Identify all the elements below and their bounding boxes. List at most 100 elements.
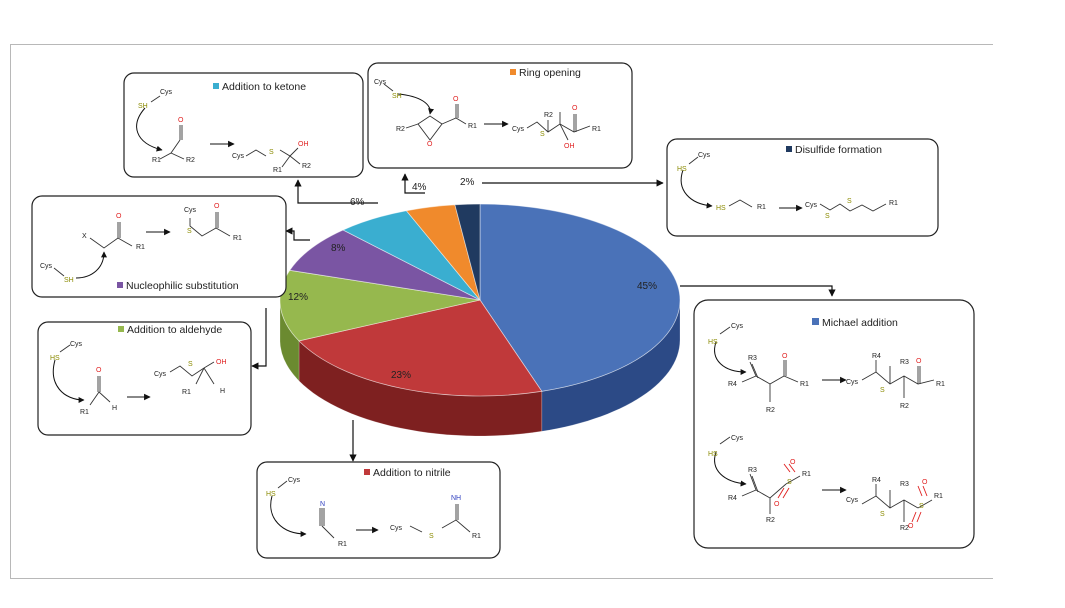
svg-text:HS: HS (716, 205, 726, 212)
svg-text:R2: R2 (766, 517, 775, 524)
svg-text:Cys: Cys (374, 79, 387, 86)
pct-label-nitrile: 23% (391, 370, 411, 381)
svg-text:R1: R1 (800, 381, 809, 388)
svg-text:Cys: Cys (40, 263, 53, 270)
svg-text:R1: R1 (468, 123, 477, 130)
scheme-title-ring: Ring opening (519, 67, 581, 79)
svg-text:Cys: Cys (184, 207, 197, 214)
svg-text:Cys: Cys (70, 341, 83, 348)
svg-text:R1: R1 (136, 244, 145, 251)
svg-text:S: S (919, 503, 924, 510)
legend-swatch-nitrile (364, 469, 370, 475)
svg-text:Cys: Cys (390, 525, 403, 532)
arrow-michael (680, 285, 836, 297)
pct-label-ring: 4% (412, 182, 427, 193)
scheme-title-disulfide: Disulfide formation (795, 144, 882, 156)
svg-text:OH: OH (216, 359, 227, 366)
pct-label-michael: 45% (637, 281, 657, 292)
svg-text:Cys: Cys (288, 477, 301, 484)
svg-text:R1: R1 (80, 409, 89, 416)
scheme-title-nucleo: Nucleophilic substitution (126, 280, 239, 292)
svg-text:H: H (220, 388, 225, 395)
scheme-title-ketone: Addition to ketone (222, 81, 306, 93)
pie-slice-addition-to-aldehyde (279, 269, 481, 342)
svg-text:O: O (427, 141, 433, 148)
svg-text:R1: R1 (889, 200, 898, 207)
svg-text:O: O (214, 203, 220, 210)
svg-text:O: O (96, 367, 102, 374)
scheme-title-nitrile: Addition to nitrile (373, 467, 451, 479)
svg-text:X: X (82, 233, 87, 240)
pie-slice-nucleophilic-substitution (289, 229, 481, 301)
pie-slice-disulfide-formation (454, 203, 481, 301)
svg-text:R4: R4 (872, 477, 881, 484)
svg-text:R1: R1 (233, 235, 242, 242)
svg-text:Cys: Cys (846, 379, 859, 386)
pct-label-disulfide: 2% (460, 177, 475, 188)
svg-text:O: O (178, 117, 184, 124)
svg-text:S: S (187, 228, 192, 235)
arrow-aldehyde (251, 308, 267, 370)
svg-text:HS: HS (266, 491, 276, 498)
svg-text:Cys: Cys (160, 89, 173, 96)
svg-text:S: S (787, 479, 792, 486)
svg-text:S: S (269, 149, 274, 156)
svg-text:R2: R2 (302, 163, 311, 170)
svg-text:R2: R2 (900, 403, 909, 410)
svg-text:SH: SH (392, 93, 402, 100)
legend-swatch-ketone (213, 83, 219, 89)
svg-text:R1: R1 (802, 471, 811, 478)
svg-text:S: S (825, 213, 830, 220)
svg-text:R2: R2 (766, 407, 775, 414)
legend-swatch-michael (812, 318, 819, 325)
pct-label-ketone: 6% (350, 197, 365, 208)
svg-text:S: S (540, 131, 545, 138)
legend-swatch-ring (510, 69, 516, 75)
svg-text:O: O (908, 523, 914, 530)
svg-text:HS: HS (708, 451, 718, 458)
svg-text:N: N (320, 501, 325, 508)
svg-text:R1: R1 (934, 493, 943, 500)
svg-text:R3: R3 (748, 467, 757, 474)
svg-text:R4: R4 (872, 353, 881, 360)
svg-text:R2: R2 (544, 112, 553, 119)
scheme-box-ketone: Addition to ketone SH Cys O R1 R2 Cys S … (123, 72, 364, 178)
svg-text:O: O (790, 459, 796, 466)
arrow-ketone (294, 179, 378, 204)
legend-swatch-nucleo (117, 282, 123, 288)
pie-chart (279, 203, 681, 437)
svg-text:R1: R1 (273, 167, 282, 174)
svg-text:R2: R2 (396, 126, 405, 133)
svg-text:S: S (188, 361, 193, 368)
svg-text:R3: R3 (748, 355, 757, 362)
connector-arrows (251, 173, 836, 462)
svg-text:R4: R4 (728, 381, 737, 388)
svg-text:R4: R4 (728, 495, 737, 502)
pct-label-nucleo: 8% (331, 243, 346, 254)
svg-text:OH: OH (298, 141, 309, 148)
pie-slice-addition-to-nitrile (298, 299, 543, 397)
svg-text:HS: HS (677, 166, 687, 173)
svg-text:R1: R1 (182, 389, 191, 396)
svg-text:Cys: Cys (731, 435, 744, 442)
svg-text:R1: R1 (757, 204, 766, 211)
svg-text:S: S (880, 511, 885, 518)
svg-text:R1: R1 (338, 541, 347, 548)
svg-text:Cys: Cys (232, 153, 245, 160)
legend-swatch-disulfide (786, 146, 792, 152)
svg-text:R1: R1 (592, 126, 601, 133)
figure-frame (10, 44, 993, 579)
svg-text:O: O (916, 358, 922, 365)
svg-text:R3: R3 (900, 359, 909, 366)
scheme-box-michael: Michael addition HS Cys R3 R4 R2 O R1 Cy… (693, 299, 975, 549)
svg-text:O: O (782, 353, 788, 360)
svg-text:R2: R2 (186, 157, 195, 164)
svg-text:H: H (112, 405, 117, 412)
scheme-box-aldehyde: Addition to aldehyde HS Cys O R1 H Cys S… (37, 321, 252, 436)
svg-text:S: S (880, 387, 885, 394)
scheme-box-ring: Ring opening Cys SH R2 O O R1 Cys S R2 O… (367, 62, 633, 169)
svg-text:Cys: Cys (512, 126, 525, 133)
svg-text:Cys: Cys (805, 202, 818, 209)
svg-text:OH: OH (564, 143, 575, 150)
svg-text:R1: R1 (152, 157, 161, 164)
